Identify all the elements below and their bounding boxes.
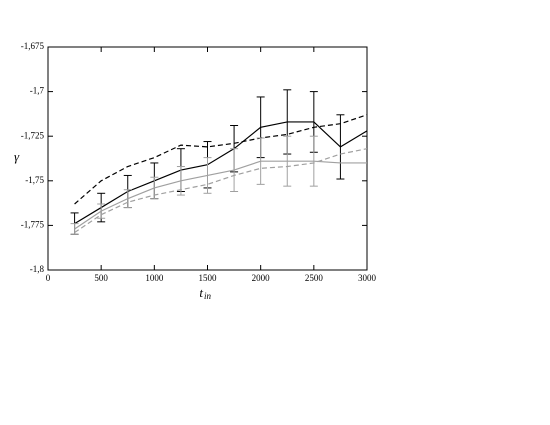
series-line bbox=[74, 160, 367, 230]
x-tick-label: 0 bbox=[46, 273, 51, 283]
x-tick-label: 3000 bbox=[358, 273, 377, 283]
y-tick-label: -1,675 bbox=[21, 41, 45, 51]
x-tick-label: 1500 bbox=[199, 273, 218, 283]
y-axis-label: γ bbox=[14, 149, 20, 164]
series-line bbox=[74, 121, 368, 225]
series-line bbox=[74, 114, 368, 205]
y-tick-label: -1,7 bbox=[30, 86, 45, 96]
x-tick-label: 1000 bbox=[145, 273, 164, 283]
y-tick-label: -1,775 bbox=[21, 219, 45, 229]
y-tick-label: -1,75 bbox=[25, 175, 44, 185]
y-tick-label: -1,725 bbox=[21, 130, 45, 140]
x-tick-label: 2500 bbox=[305, 273, 324, 283]
series-line bbox=[74, 148, 368, 234]
x-tick-label: 2000 bbox=[252, 273, 271, 283]
y-tick-label: -1,8 bbox=[30, 264, 45, 274]
x-axis-label: t bbox=[199, 285, 203, 300]
x-axis-label-subscript: in bbox=[204, 291, 212, 301]
x-tick-label: 500 bbox=[94, 273, 108, 283]
